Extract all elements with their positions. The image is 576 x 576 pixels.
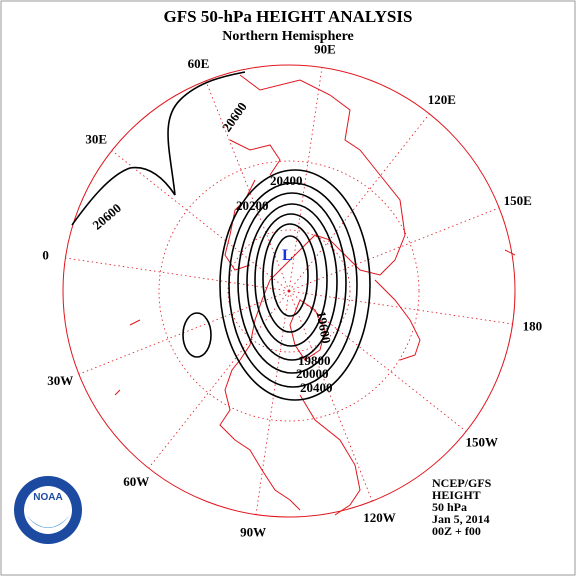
meridian	[288, 67, 323, 292]
longitude-label: 120W	[363, 510, 396, 525]
longitude-label: 150W	[466, 435, 499, 450]
contours	[71, 71, 371, 401]
longitude-label: 60W	[123, 474, 149, 489]
longitude-label: 60E	[188, 56, 210, 71]
longitude-label: 90E	[314, 42, 336, 57]
contour-label: 19800	[298, 353, 331, 368]
contour	[246, 203, 338, 361]
meridian	[288, 207, 500, 292]
contour	[271, 235, 309, 317]
contour-label: 20400	[270, 173, 303, 188]
info-line: 50 hPa	[432, 500, 467, 514]
logo-wave	[26, 515, 70, 528]
meridian	[205, 80, 290, 292]
contour	[167, 71, 246, 196]
contour	[219, 169, 371, 401]
contour-label: 19600	[314, 310, 334, 345]
latitude-circle	[158, 160, 420, 422]
coast	[219, 74, 406, 511]
contour	[237, 192, 347, 374]
contour-label: 20400	[300, 380, 333, 395]
coast	[114, 249, 516, 396]
info-line: Jan 5, 2014	[432, 512, 490, 526]
contour	[262, 223, 318, 333]
equator	[62, 64, 516, 518]
meridian	[288, 290, 373, 502]
longitude-label: 180	[523, 319, 543, 334]
coast	[299, 394, 361, 516]
low-marker: L	[282, 247, 293, 264]
coast	[289, 299, 326, 361]
longitude-label: 90W	[240, 524, 266, 539]
info-line: NCEP/GFS	[432, 476, 492, 490]
longitude-label: 30E	[85, 131, 107, 146]
longitude-label: 0	[42, 247, 49, 262]
contour	[182, 312, 212, 358]
longitude-label: 120E	[428, 92, 456, 107]
longitude-label: 30W	[47, 373, 73, 388]
logo-text: NOAA	[33, 492, 62, 503]
meridian	[288, 113, 430, 292]
longitude-labels: 90E 60E 30E 0 30W 60W 90W 120W 150W 180 150E 120E	[42, 42, 542, 540]
meridian	[78, 290, 290, 375]
meridian	[148, 290, 290, 469]
contour-label: 20200	[236, 198, 269, 213]
title: GFS 50-hPa HEIGHT ANALYSIS	[164, 7, 413, 26]
contour	[228, 182, 358, 388]
latitude-circle	[227, 229, 351, 353]
meridian	[255, 290, 290, 515]
subtitle: Northern Hemisphere	[222, 29, 354, 44]
coastlines	[114, 74, 516, 516]
meridian	[111, 150, 290, 292]
coast	[374, 279, 421, 361]
contour	[254, 213, 328, 347]
logo-center	[24, 486, 72, 534]
longitude-label: 150E	[504, 193, 532, 208]
noaa-logo: NOAA	[14, 476, 82, 544]
info-line: 00Z + f00	[432, 524, 481, 538]
contour	[71, 166, 176, 226]
info-line: HEIGHT	[432, 488, 481, 502]
coast	[229, 139, 281, 176]
contour-label: 20000	[296, 366, 329, 381]
meridian	[65, 257, 290, 292]
meridian	[288, 290, 467, 432]
